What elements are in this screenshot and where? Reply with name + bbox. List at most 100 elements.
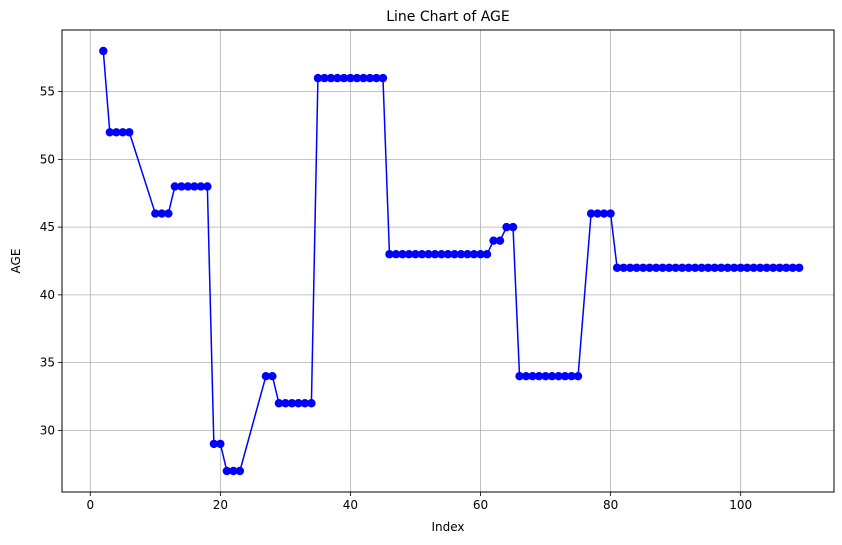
data-point (515, 371, 524, 381)
data-point (664, 263, 674, 272)
data-point (495, 236, 505, 245)
data-point (209, 439, 219, 449)
y-tick-label: 50 (40, 152, 55, 166)
data-point (274, 399, 284, 408)
data-point (313, 73, 323, 83)
data-point (541, 371, 550, 381)
x-tick-label: 80 (603, 498, 618, 512)
data-point (742, 263, 752, 272)
data-point (554, 371, 563, 381)
data-point (651, 263, 661, 272)
data-point (151, 209, 160, 218)
plot-area-frame (61, 29, 835, 493)
data-point (99, 46, 108, 56)
data-point (281, 399, 290, 408)
data-point (235, 466, 245, 476)
data-point (437, 250, 446, 259)
data-point (456, 250, 466, 259)
data-point (716, 263, 726, 272)
data-point (632, 263, 641, 272)
data-point (755, 263, 765, 272)
data-point (606, 209, 615, 218)
data-point (463, 250, 472, 259)
data-point (658, 263, 667, 272)
y-tick-label: 55 (40, 85, 55, 99)
data-point (586, 209, 596, 218)
data-point (781, 263, 791, 272)
data-point (599, 209, 609, 218)
data-point (703, 263, 713, 272)
data-point (469, 250, 479, 259)
data-point (398, 250, 407, 259)
data-point (326, 73, 336, 83)
data-point (320, 73, 329, 83)
data-point (638, 263, 648, 272)
data-point (372, 73, 381, 83)
data-point (105, 128, 115, 137)
data-point (443, 250, 453, 259)
data-point (164, 209, 173, 218)
data-point (404, 250, 414, 259)
data-point (775, 263, 784, 272)
data-point (729, 263, 739, 272)
data-point (424, 250, 433, 259)
y-tick-label: 30 (40, 423, 55, 437)
data-point (560, 371, 570, 381)
data-point (684, 263, 693, 272)
data-point (190, 182, 199, 191)
data-point (294, 399, 303, 408)
data-point (365, 73, 375, 83)
data-point (300, 399, 310, 408)
data-point (677, 263, 687, 272)
data-point (216, 439, 225, 449)
data-point (489, 236, 498, 245)
data-point (268, 371, 277, 381)
data-point (502, 222, 511, 232)
y-tick-label: 40 (40, 288, 55, 302)
data-point (508, 222, 518, 232)
y-tick-label: 35 (40, 356, 55, 370)
data-point (476, 250, 485, 259)
data-point (521, 371, 531, 381)
data-point (619, 263, 628, 272)
x-tick-label: 40 (343, 498, 358, 512)
data-point (170, 182, 180, 191)
data-point (625, 263, 635, 272)
y-tick-label: 45 (40, 220, 55, 234)
data-point (307, 399, 316, 408)
data-point (183, 182, 193, 191)
data-point (359, 73, 368, 83)
data-point (482, 250, 492, 259)
data-point (333, 73, 342, 83)
grid-lines (62, 30, 834, 492)
data-point (612, 263, 622, 272)
data-point (352, 73, 362, 83)
data-point (671, 263, 680, 272)
data-point (112, 128, 121, 137)
data-point (795, 263, 804, 272)
data-point (710, 263, 719, 272)
data-point (645, 263, 654, 272)
data-point (385, 250, 394, 259)
data-point (723, 263, 732, 272)
data-point (196, 182, 206, 191)
chart-title: Line Chart of AGE (386, 9, 510, 25)
data-point (736, 263, 745, 272)
data-point (417, 250, 427, 259)
data-point (378, 73, 388, 83)
data-point (528, 371, 537, 381)
data-point (411, 250, 420, 259)
data-point (768, 263, 778, 272)
data-point (287, 399, 297, 408)
x-tick-label: 60 (473, 498, 488, 512)
data-point (261, 371, 271, 381)
data-point (203, 182, 212, 191)
data-point (573, 371, 583, 381)
data-point (547, 371, 557, 381)
data-point (450, 250, 459, 259)
data-point (177, 182, 186, 191)
data-point (222, 466, 232, 476)
data-point (430, 250, 440, 259)
